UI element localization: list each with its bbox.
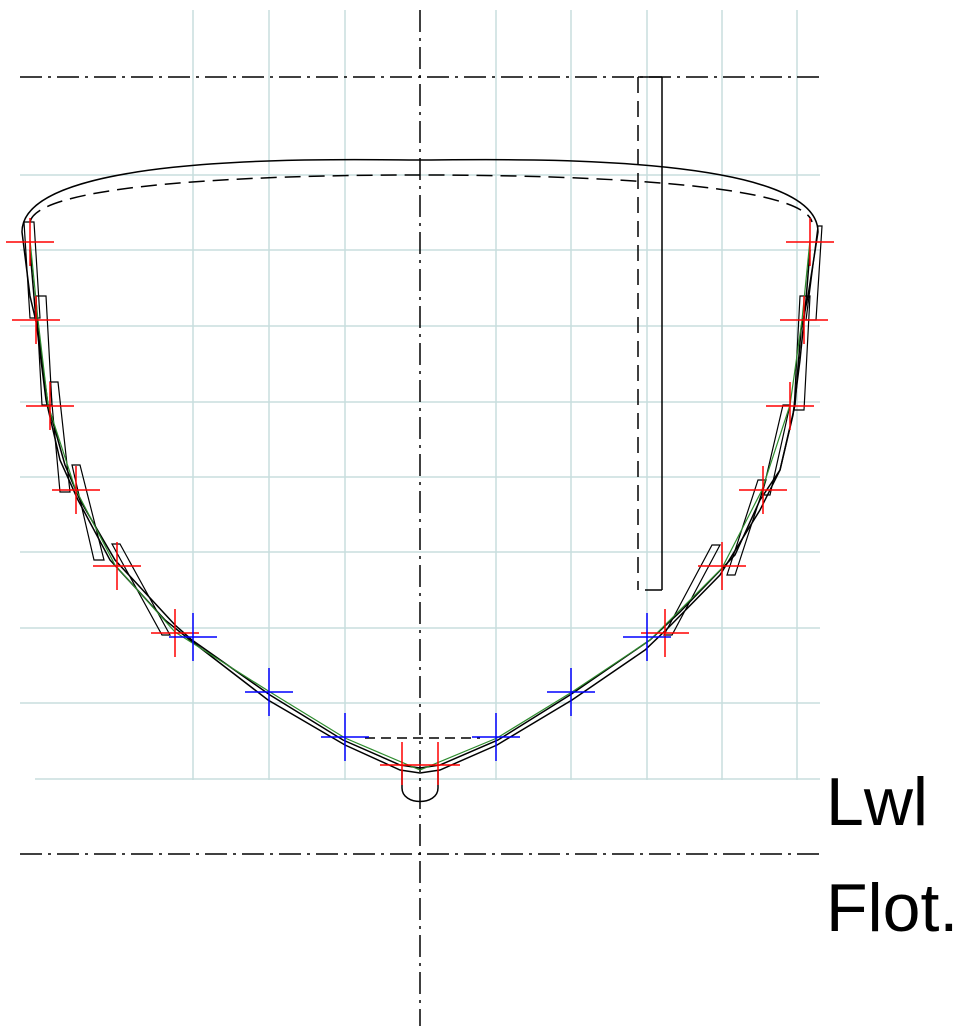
red-cross-marker <box>12 296 60 344</box>
red-cross-marker <box>93 542 141 590</box>
frame-rectangle <box>637 76 663 591</box>
flot-label: Flot. <box>826 870 958 946</box>
red-cross-marker <box>151 609 199 657</box>
blue-cross-marker <box>623 613 671 661</box>
background-grid <box>20 10 820 780</box>
red-cross-marker <box>641 609 689 657</box>
hull-outline <box>21 158 819 803</box>
strake-planks <box>23 221 823 636</box>
reference-lines <box>20 10 820 1026</box>
red-cross-markers <box>6 218 834 785</box>
red-cross-marker <box>786 218 834 266</box>
lwl-label: Lwl <box>826 764 929 840</box>
red-cross-marker <box>52 466 100 514</box>
blue-cross-marker <box>245 668 293 716</box>
red-cross-marker <box>698 542 746 590</box>
outer-hull-curve <box>21 158 819 769</box>
inner-deck-dashed-curve <box>29 174 813 223</box>
red-cross-marker <box>766 382 814 430</box>
blue-cross-marker <box>547 668 595 716</box>
red-cross-marker <box>26 382 74 430</box>
blue-cross-marker <box>321 713 369 761</box>
fair-line <box>29 239 811 771</box>
blue-cross-marker <box>472 713 520 761</box>
blue-cross-markers <box>169 613 671 761</box>
red-cross-marker <box>6 218 54 266</box>
red-cross-marker <box>739 466 787 514</box>
inner-hull-curve <box>29 249 811 774</box>
red-cross-marker <box>780 296 828 344</box>
red-cross-marker <box>380 742 460 785</box>
blue-cross-marker <box>169 613 217 661</box>
keel <box>401 770 439 803</box>
